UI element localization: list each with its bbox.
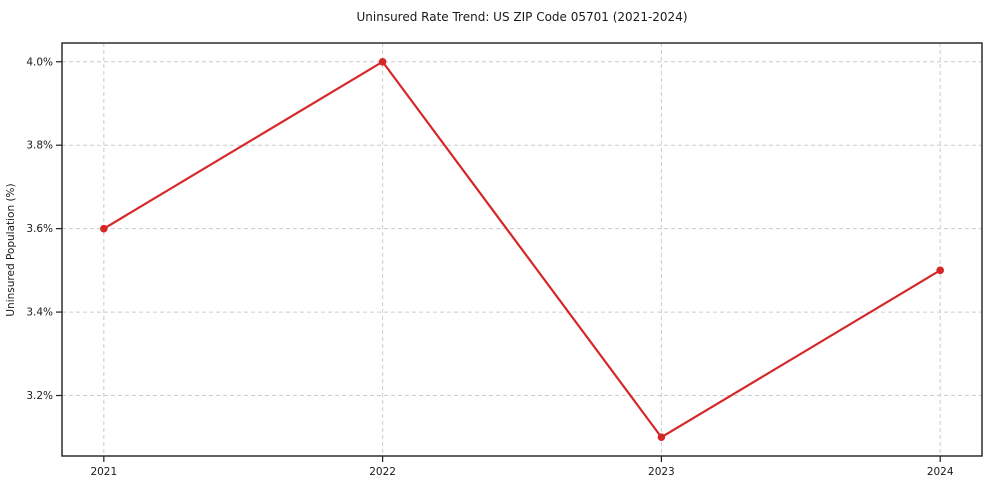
x-tick-label: 2021	[90, 466, 117, 478]
chart-title: Uninsured Rate Trend: US ZIP Code 05701 …	[356, 10, 687, 24]
data-point	[657, 433, 666, 442]
data-point	[936, 266, 944, 275]
y-tick-label: 3.6%	[26, 223, 53, 235]
trend-line	[102, 60, 942, 439]
y-tick-label: 3.2%	[26, 390, 53, 402]
y-axis-label: Uninsured Population (%)	[5, 183, 17, 316]
x-tick-label: 2022	[369, 466, 396, 478]
data-point	[378, 57, 387, 66]
y-tick-label: 3.8%	[26, 140, 53, 152]
y-tick-label: 4.0%	[26, 56, 53, 68]
x-tick-label: 2023	[648, 466, 675, 478]
plot-border	[61, 42, 983, 457]
plot-area: 3.2% 3.4% 3.6% 3.8% 4.0% 2021 2022 2023 2024	[26, 42, 983, 478]
y-tick-label: 3.4%	[26, 307, 53, 319]
x-tick-label: 2024	[927, 466, 954, 478]
data-point	[100, 224, 108, 233]
